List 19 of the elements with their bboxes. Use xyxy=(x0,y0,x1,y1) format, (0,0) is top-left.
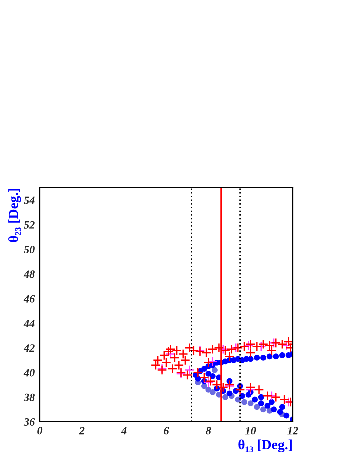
y-tick-label: 48 xyxy=(24,270,35,278)
y-tick-label: 52 xyxy=(24,221,35,229)
y-tick-label: 42 xyxy=(24,344,35,352)
x-tick-label: 4 xyxy=(121,427,127,435)
x-tick-label: 6 xyxy=(164,427,170,435)
x-axis-title: θ₁₃ [Deg.] xyxy=(238,440,292,452)
y-tick-label: 44 xyxy=(24,320,35,328)
y-tick-label: 46 xyxy=(24,295,36,303)
y-tick-label: 36 xyxy=(24,418,36,426)
x-tick-label: 8 xyxy=(206,427,212,435)
y-tick-label: 50 xyxy=(24,246,35,254)
y-axis-title: θ₂₃ [Deg.] xyxy=(8,189,22,242)
x-tick-label: 12 xyxy=(288,427,298,435)
y-tick-label: 38 xyxy=(24,394,35,402)
y-tick-label: 54 xyxy=(24,196,35,204)
x-tick-label: 0 xyxy=(38,427,43,435)
x-tick-label: 2 xyxy=(79,427,85,435)
x-tick-label: 10 xyxy=(246,427,256,435)
y-tick-label: 40 xyxy=(24,369,35,377)
